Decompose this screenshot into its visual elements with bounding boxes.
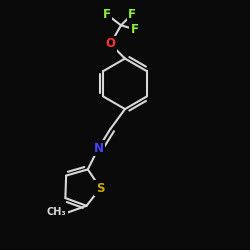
Text: F: F (131, 23, 139, 36)
Text: CH₃: CH₃ (47, 208, 66, 218)
Text: S: S (96, 182, 104, 194)
Text: N: N (94, 142, 104, 155)
Text: O: O (106, 38, 116, 51)
Text: F: F (102, 8, 110, 21)
Text: F: F (128, 8, 136, 21)
